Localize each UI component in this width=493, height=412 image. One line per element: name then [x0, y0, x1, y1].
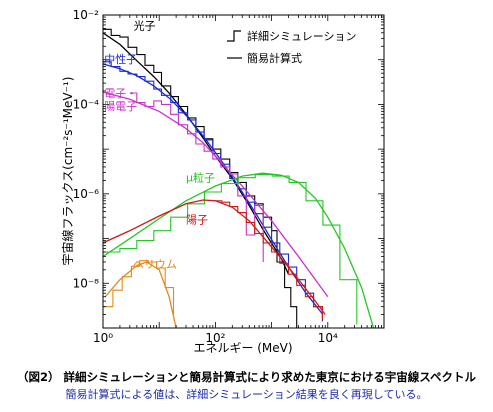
- y-tick-label: 10⁻⁴: [73, 97, 100, 111]
- x-tick-label: 10²: [205, 331, 225, 345]
- series-label-2: 陽電子: [104, 100, 137, 113]
- series-2-simulation-step: [129, 92, 264, 262]
- series-label-2: 電子・: [104, 87, 137, 100]
- figure-caption-subtitle: 簡易計算式による値は、詳細シミュレーション結果を良く再現している。: [65, 388, 428, 401]
- legend-step-symbol: [227, 30, 241, 42]
- series-4-formula-line: [103, 199, 326, 315]
- figure-caption-title: （図2） 詳細シミュレーションと簡易計算式により求めた東京における宇宙線スペクト…: [16, 370, 476, 384]
- axis-ticks: 10⁰ 10² 10⁴ 10⁻² 10⁻⁴ 10⁻⁶ 10⁻⁸: [73, 8, 384, 345]
- legend-label-formula: 簡易計算式: [247, 51, 302, 65]
- series-label-0: 光子: [134, 18, 156, 32]
- y-tick-label: 10⁻⁶: [73, 187, 100, 201]
- series-5-formula-line: [104, 261, 177, 328]
- series-5-simulation-step: [103, 260, 175, 315]
- y-tick-label: 10⁻²: [73, 8, 100, 22]
- x-tick-label: 10⁴: [318, 331, 338, 345]
- x-axis-label: エネルギー (MeV): [193, 341, 292, 355]
- series-4-simulation-step: [215, 200, 323, 319]
- series-3-simulation-step: [103, 174, 358, 325]
- plot-frame: [102, 14, 385, 329]
- y-tick-label: 10⁻⁸: [73, 276, 100, 290]
- series-label-5: ヘリウム: [133, 258, 177, 271]
- series-label-1: 中性子: [104, 52, 137, 66]
- y-axis-label: 宇宙線フラックス(cm⁻²s⁻¹MeV⁻¹): [60, 77, 75, 266]
- legend-label-simulation: 詳細シミュレーション: [247, 29, 357, 43]
- series-layer: [103, 28, 375, 328]
- series-label-4: 陽子: [186, 213, 208, 226]
- x-tick-label: 10⁰: [93, 331, 113, 345]
- series-label-3: μ粒子: [186, 170, 215, 184]
- legend: 詳細シミュレーション 簡易計算式: [227, 29, 357, 65]
